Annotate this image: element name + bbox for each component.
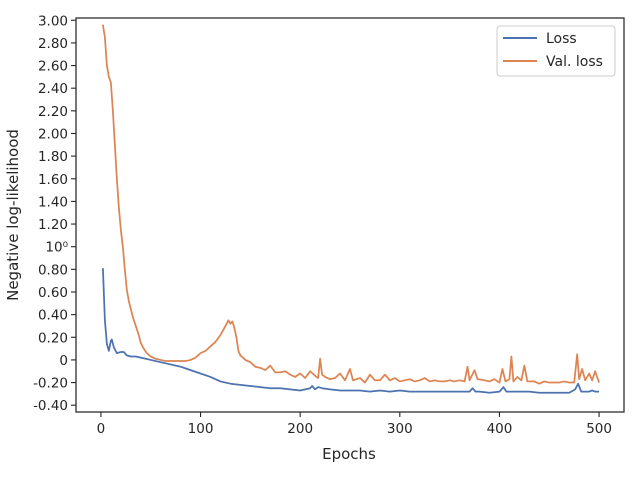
plot-frame xyxy=(75,17,625,413)
legend-label-val-loss: Val. loss xyxy=(546,54,603,70)
y-tick-label: 2.80 xyxy=(38,36,68,52)
x-tick-label: 200 xyxy=(287,421,313,437)
x-tick-label: 100 xyxy=(188,421,214,437)
legend: Loss Val. loss xyxy=(496,25,616,77)
x-tick-label: 500 xyxy=(586,421,612,437)
series-line-1 xyxy=(102,24,600,385)
y-tick-label: 3.00 xyxy=(38,13,68,29)
y-tick-label: 2.20 xyxy=(38,104,68,120)
y-tick-label: 2.60 xyxy=(38,59,68,75)
x-tick-label: 0 xyxy=(97,421,106,437)
x-axis-ticks: 0 100 200 300 400 500 xyxy=(97,412,612,437)
series-layer xyxy=(102,24,600,394)
y-tick-label: -0.20 xyxy=(33,376,68,392)
y-tick-label: 1.20 xyxy=(38,217,68,233)
y-tick-label: 1.40 xyxy=(38,194,68,210)
y-tick-label: 0.40 xyxy=(38,308,68,324)
y-tick-label: 0 xyxy=(59,353,68,369)
y-tick-label: 1.60 xyxy=(38,172,68,188)
y-tick-label: 0.20 xyxy=(38,330,68,346)
legend-label-loss: Loss xyxy=(546,31,577,47)
y-axis-label: Negative log-likelihood xyxy=(4,129,22,301)
y-tick-label: 1.80 xyxy=(38,149,68,165)
x-axis-label: Epochs xyxy=(322,445,376,463)
y-tick-label: 2.00 xyxy=(38,126,68,142)
x-tick-label: 300 xyxy=(387,421,413,437)
x-tick-label: 400 xyxy=(487,421,513,437)
y-tick-label: 10⁰ xyxy=(45,240,68,256)
y-axis-ticks: -0.40 -0.20 0 0.20 0.40 0.60 0.80 10⁰ 1.20 1.40 1.… xyxy=(33,13,76,414)
y-tick-label: -0.40 xyxy=(33,398,68,414)
y-tick-label: 0.80 xyxy=(38,262,68,278)
y-tick-label: 2.40 xyxy=(38,81,68,97)
series-line-0 xyxy=(102,268,600,394)
y-tick-label: 0.60 xyxy=(38,285,68,301)
